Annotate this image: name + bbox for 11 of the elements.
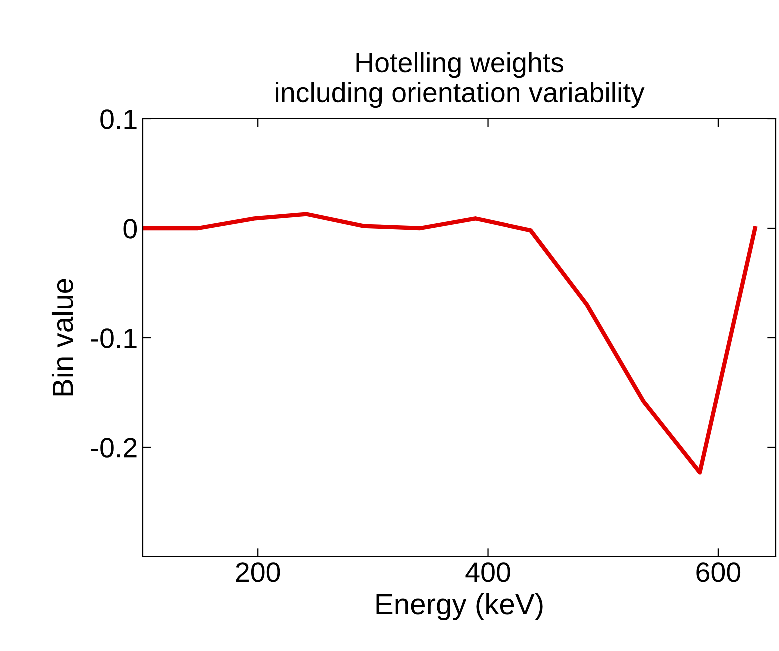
x-tick-label: 400 [466,562,510,582]
y-tick-label: 0 [124,219,138,239]
y-tick-label: 0.1 [100,110,137,130]
chart-title: Hotelling weights including orientation variability [276,52,645,108]
y-tick-label: -0.2 [92,438,137,458]
x-tick-label: 200 [236,562,280,582]
line-series [143,212,758,475]
x-tick-label: 600 [696,562,741,582]
y-axis-title: Bin value [52,279,74,396]
x-axis-title: Energy (keV) [376,593,543,620]
y-tick-label: -0.1 [92,328,137,348]
